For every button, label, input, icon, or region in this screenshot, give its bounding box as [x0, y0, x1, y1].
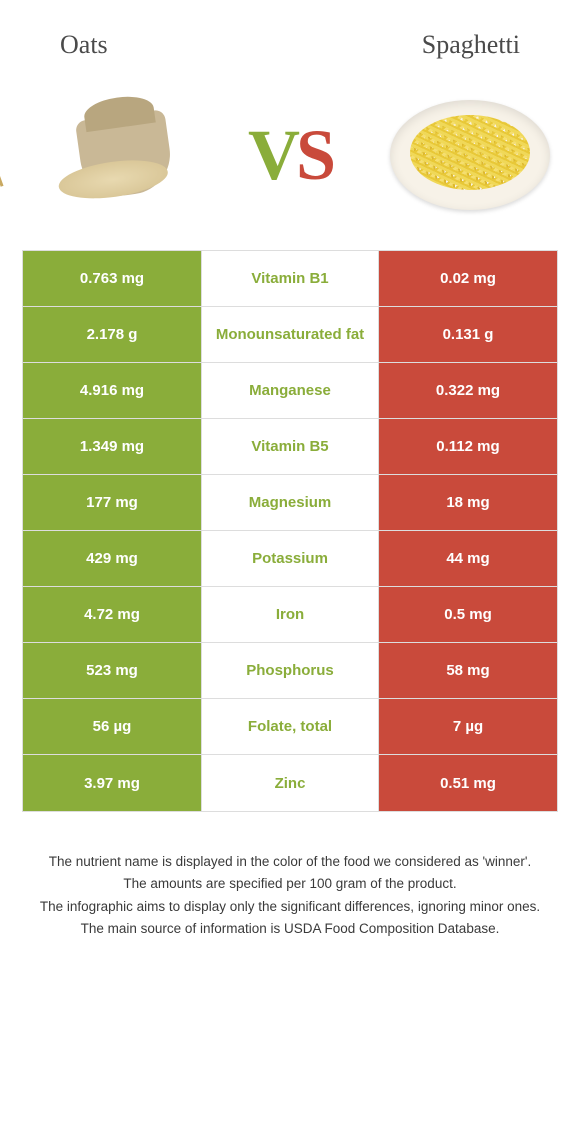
cell-right-value: 7 µg: [379, 699, 557, 754]
cell-left-value: 56 µg: [23, 699, 201, 754]
footer-line-3: The infographic aims to display only the…: [30, 897, 550, 917]
cell-right-value: 0.112 mg: [379, 419, 557, 474]
cell-right-value: 0.02 mg: [379, 251, 557, 306]
cell-nutrient-label: Vitamin B1: [201, 251, 379, 306]
table-row: 1.349 mgVitamin B50.112 mg: [23, 419, 557, 475]
cell-left-value: 4.916 mg: [23, 363, 201, 418]
cell-right-value: 0.51 mg: [379, 755, 557, 811]
cell-right-value: 44 mg: [379, 531, 557, 586]
cell-nutrient-label: Magnesium: [201, 475, 379, 530]
table-row: 0.763 mgVitamin B10.02 mg: [23, 251, 557, 307]
header-titles: Oats Spaghetti: [0, 0, 580, 80]
footer-notes: The nutrient name is displayed in the co…: [0, 812, 580, 939]
spaghetti-image: [380, 90, 560, 220]
oats-sack-icon: [75, 109, 175, 201]
spaghetti-plate-icon: [390, 100, 550, 210]
table-row: 4.916 mgManganese0.322 mg: [23, 363, 557, 419]
cell-right-value: 58 mg: [379, 643, 557, 698]
footer-line-1: The nutrient name is displayed in the co…: [30, 852, 550, 872]
spaghetti-noodles-icon: [410, 115, 530, 190]
cell-right-value: 18 mg: [379, 475, 557, 530]
cell-nutrient-label: Monounsaturated fat: [201, 307, 379, 362]
footer-line-4: The main source of information is USDA F…: [30, 919, 550, 939]
cell-nutrient-label: Folate, total: [201, 699, 379, 754]
cell-left-value: 0.763 mg: [23, 251, 201, 306]
images-row: VS: [0, 80, 580, 250]
table-row: 523 mgPhosphorus58 mg: [23, 643, 557, 699]
oats-image: [20, 90, 200, 220]
cell-right-value: 0.131 g: [379, 307, 557, 362]
cell-left-value: 1.349 mg: [23, 419, 201, 474]
cell-left-value: 523 mg: [23, 643, 201, 698]
table-row: 177 mgMagnesium18 mg: [23, 475, 557, 531]
cell-nutrient-label: Vitamin B5: [201, 419, 379, 474]
table-row: 4.72 mgIron0.5 mg: [23, 587, 557, 643]
table-row: 429 mgPotassium44 mg: [23, 531, 557, 587]
oats-grain-icon: [56, 154, 170, 204]
table-row: 56 µgFolate, total7 µg: [23, 699, 557, 755]
title-left: Oats: [60, 30, 108, 60]
vs-v: V: [248, 115, 296, 195]
title-right: Spaghetti: [422, 30, 520, 60]
cell-nutrient-label: Iron: [201, 587, 379, 642]
table-row: 2.178 gMonounsaturated fat0.131 g: [23, 307, 557, 363]
cell-nutrient-label: Manganese: [201, 363, 379, 418]
vs-label: VS: [248, 114, 332, 197]
footer-line-2: The amounts are specified per 100 gram o…: [30, 874, 550, 894]
table-row: 3.97 mgZinc0.51 mg: [23, 755, 557, 811]
cell-right-value: 0.322 mg: [379, 363, 557, 418]
cell-left-value: 2.178 g: [23, 307, 201, 362]
cell-right-value: 0.5 mg: [379, 587, 557, 642]
cell-left-value: 177 mg: [23, 475, 201, 530]
cell-nutrient-label: Phosphorus: [201, 643, 379, 698]
cell-nutrient-label: Potassium: [201, 531, 379, 586]
cell-left-value: 429 mg: [23, 531, 201, 586]
cell-left-value: 4.72 mg: [23, 587, 201, 642]
cell-nutrient-label: Zinc: [201, 755, 379, 811]
cell-left-value: 3.97 mg: [23, 755, 201, 811]
nutrient-table: 0.763 mgVitamin B10.02 mg2.178 gMonounsa…: [22, 250, 558, 812]
vs-s: S: [296, 115, 332, 195]
